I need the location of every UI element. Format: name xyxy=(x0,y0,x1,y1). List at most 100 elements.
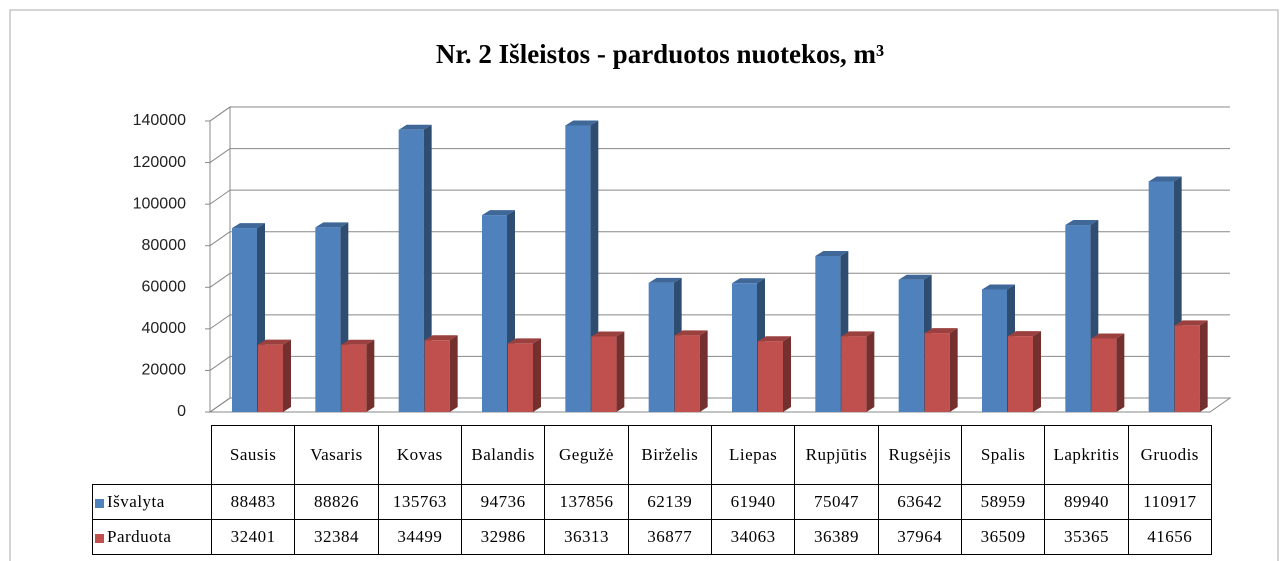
value-cell: 135763 xyxy=(377,484,462,520)
y-tick-label: 120000 xyxy=(133,154,186,171)
bar xyxy=(982,289,1007,412)
grid-line xyxy=(209,314,231,330)
bar-side xyxy=(1116,333,1125,412)
bar-top xyxy=(982,284,1015,290)
bar-top xyxy=(1174,320,1208,326)
category-cell: Kovas xyxy=(377,425,462,485)
bar xyxy=(315,227,341,412)
grid-line xyxy=(209,356,231,371)
bar-top xyxy=(815,251,849,257)
value-cell: 36877 xyxy=(627,519,712,555)
bar xyxy=(1148,181,1174,412)
bar-side xyxy=(449,335,458,412)
y-tick-label: 20000 xyxy=(142,362,187,379)
bar-side xyxy=(533,338,541,412)
series-label: Parduota xyxy=(92,519,212,555)
bar xyxy=(1065,225,1091,412)
y-tick-label: 80000 xyxy=(142,237,187,254)
grid-line xyxy=(209,148,231,163)
bar-side xyxy=(1033,331,1041,412)
category-cell: Vasaris xyxy=(294,425,379,485)
category-row: Sausis Vasaris Kovas Balandis Gegužė Birželis… xyxy=(93,425,1212,485)
value-cell: 36509 xyxy=(960,519,1046,555)
bar-side xyxy=(866,331,875,412)
y-tick-label: 0 xyxy=(177,403,186,420)
bar-side xyxy=(366,339,375,412)
bar xyxy=(674,335,700,412)
value-cell: 137856 xyxy=(544,484,629,520)
bar xyxy=(1008,336,1033,412)
legend-key xyxy=(95,533,104,543)
value-cell: 34063 xyxy=(710,519,796,555)
grid-line xyxy=(209,231,231,247)
value-cell: 88826 xyxy=(294,484,379,520)
value-cell: 35365 xyxy=(1044,519,1129,555)
bar xyxy=(648,282,674,412)
bar xyxy=(482,215,507,412)
grid-line xyxy=(209,397,231,413)
bar-top xyxy=(1091,333,1125,339)
category-cell: Birželis xyxy=(627,425,712,485)
value-cell: 32384 xyxy=(294,519,379,555)
legend-label: Parduota xyxy=(107,527,172,546)
bar xyxy=(565,125,591,413)
bar-top xyxy=(648,277,682,283)
bar xyxy=(591,336,617,412)
value-cell: 41656 xyxy=(1127,519,1212,555)
bar-side xyxy=(699,330,708,412)
value-cell: 58959 xyxy=(960,484,1046,520)
bar-side xyxy=(1199,320,1208,412)
bar xyxy=(924,333,950,412)
y-tick-label: 40000 xyxy=(142,320,187,337)
legend-key xyxy=(95,498,104,508)
bar-top xyxy=(924,328,958,334)
bar-top xyxy=(565,120,599,126)
bar-top xyxy=(898,274,932,280)
category-cell: Spalis xyxy=(960,425,1046,485)
value-cell: 89940 xyxy=(1044,484,1129,520)
bar-top xyxy=(424,335,458,341)
bar xyxy=(898,279,924,412)
value-cell: 32401 xyxy=(210,519,296,555)
value-cell: 36313 xyxy=(544,519,629,555)
bar xyxy=(232,228,257,412)
bar xyxy=(841,336,867,412)
bar-top xyxy=(482,210,515,216)
value-cell: 37964 xyxy=(877,519,962,555)
legend-label: Išvalyta xyxy=(107,492,165,511)
bar xyxy=(424,340,450,412)
bar xyxy=(1091,338,1117,412)
bar-top xyxy=(1065,220,1099,226)
grid-line xyxy=(209,272,231,288)
bar-top xyxy=(841,331,875,337)
bar xyxy=(732,283,757,412)
category-cell: Balandis xyxy=(460,425,546,485)
value-cell: 88483 xyxy=(210,484,296,520)
category-cell: Gruodis xyxy=(1127,425,1212,485)
corner xyxy=(93,426,212,485)
back-wall xyxy=(209,106,231,413)
value-cell: 34499 xyxy=(377,519,462,555)
bar-top xyxy=(1148,176,1182,182)
bar-top xyxy=(258,339,291,345)
category-cell: Liepas xyxy=(710,425,796,485)
bar xyxy=(758,341,783,412)
category-cell: Rugsėjis xyxy=(877,425,962,485)
series-label: Išvalyta xyxy=(92,484,212,520)
value-cell: 61940 xyxy=(710,484,796,520)
bar-side xyxy=(616,331,625,412)
value-cell: 63642 xyxy=(877,484,962,520)
category-cell: Rupjūtis xyxy=(794,425,879,485)
value-cell: 36389 xyxy=(794,519,879,555)
value-cell: 75047 xyxy=(794,484,879,520)
series-row: Išvalyta 88483 88826 135763 94736 137856 62139… xyxy=(92,484,1212,520)
series-row: Parduota 32401 32384 34499 32986 36313 36877 34… xyxy=(92,519,1212,555)
bar-top xyxy=(341,339,375,345)
value-cell: 32986 xyxy=(460,519,546,555)
category-cell: Sausis xyxy=(210,425,296,485)
bar-side xyxy=(783,336,791,412)
value-cell: 62139 xyxy=(627,484,712,520)
bar-top xyxy=(398,124,432,130)
bar-top xyxy=(732,278,765,284)
